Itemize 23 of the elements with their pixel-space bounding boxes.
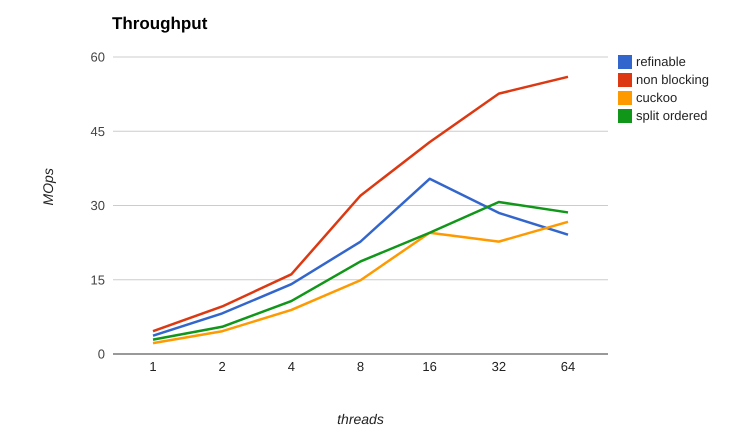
x-tick-label: 64 [560,359,576,374]
line-series [152,76,570,332]
x-tick-label: 4 [288,359,295,374]
x-axis-title: threads [337,411,384,427]
y-tick-label: 60 [90,50,105,65]
chart-title: Throughput [112,14,208,34]
y-tick-label: 45 [90,124,105,139]
x-tick-label: 2 [218,359,226,374]
x-tick-label: 1 [149,359,157,374]
line-series [152,178,570,337]
y-tick-label: 0 [98,346,105,362]
x-tick-label: 32 [492,359,506,374]
y-tick-label: 15 [90,272,105,288]
legend-label: refinable [636,54,686,69]
y-tick-label: 30 [90,198,105,214]
line-series [152,200,570,341]
legend-label: non blocking [636,72,709,87]
line-series [152,220,570,344]
x-tick-label: 16 [422,359,437,374]
legend-label: cuckoo [636,90,678,105]
legend-label: split ordered [636,108,708,123]
y-axis-title: MOps [40,168,56,206]
x-tick-label: 8 [356,359,364,374]
